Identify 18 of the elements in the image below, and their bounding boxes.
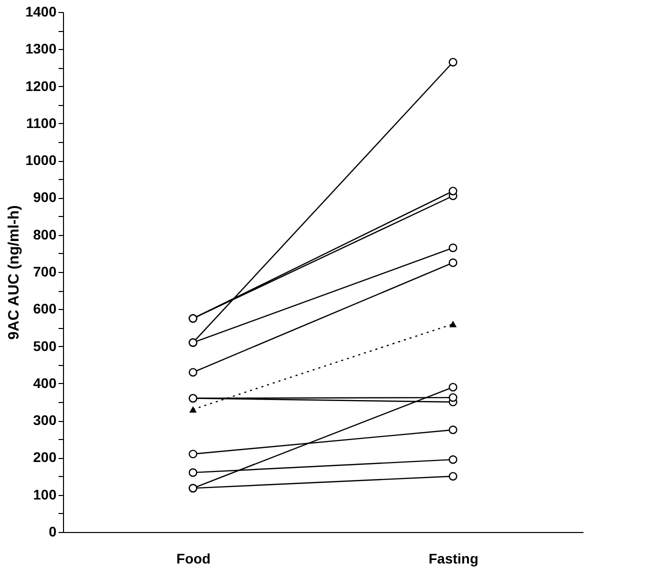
y-tick-label: 1300: [25, 40, 57, 57]
x-tick-label: Food: [176, 550, 211, 566]
y-tick-label: 1000: [25, 152, 57, 168]
y-tick-label: 0: [48, 524, 57, 540]
y-tick-label: 600: [33, 300, 57, 317]
y-tick-label: 700: [33, 264, 57, 280]
y-tick-label: 1200: [25, 78, 57, 94]
y-tick-label: 1400: [25, 4, 57, 20]
y-tick-label: 1100: [26, 114, 57, 131]
y-tick-label: 200: [33, 449, 57, 466]
y-tick-label: 500: [33, 338, 57, 354]
y-tick-label: 300: [33, 412, 57, 428]
y-axis-title: 9AC AUC (ng/ml-h): [5, 205, 22, 340]
x-tick-label: Fasting: [428, 550, 478, 566]
y-tick-label: 800: [33, 226, 57, 242]
y-tick-label: 900: [33, 189, 57, 206]
y-tick-label: 400: [33, 374, 57, 391]
y-tick-label: 100: [33, 486, 57, 502]
